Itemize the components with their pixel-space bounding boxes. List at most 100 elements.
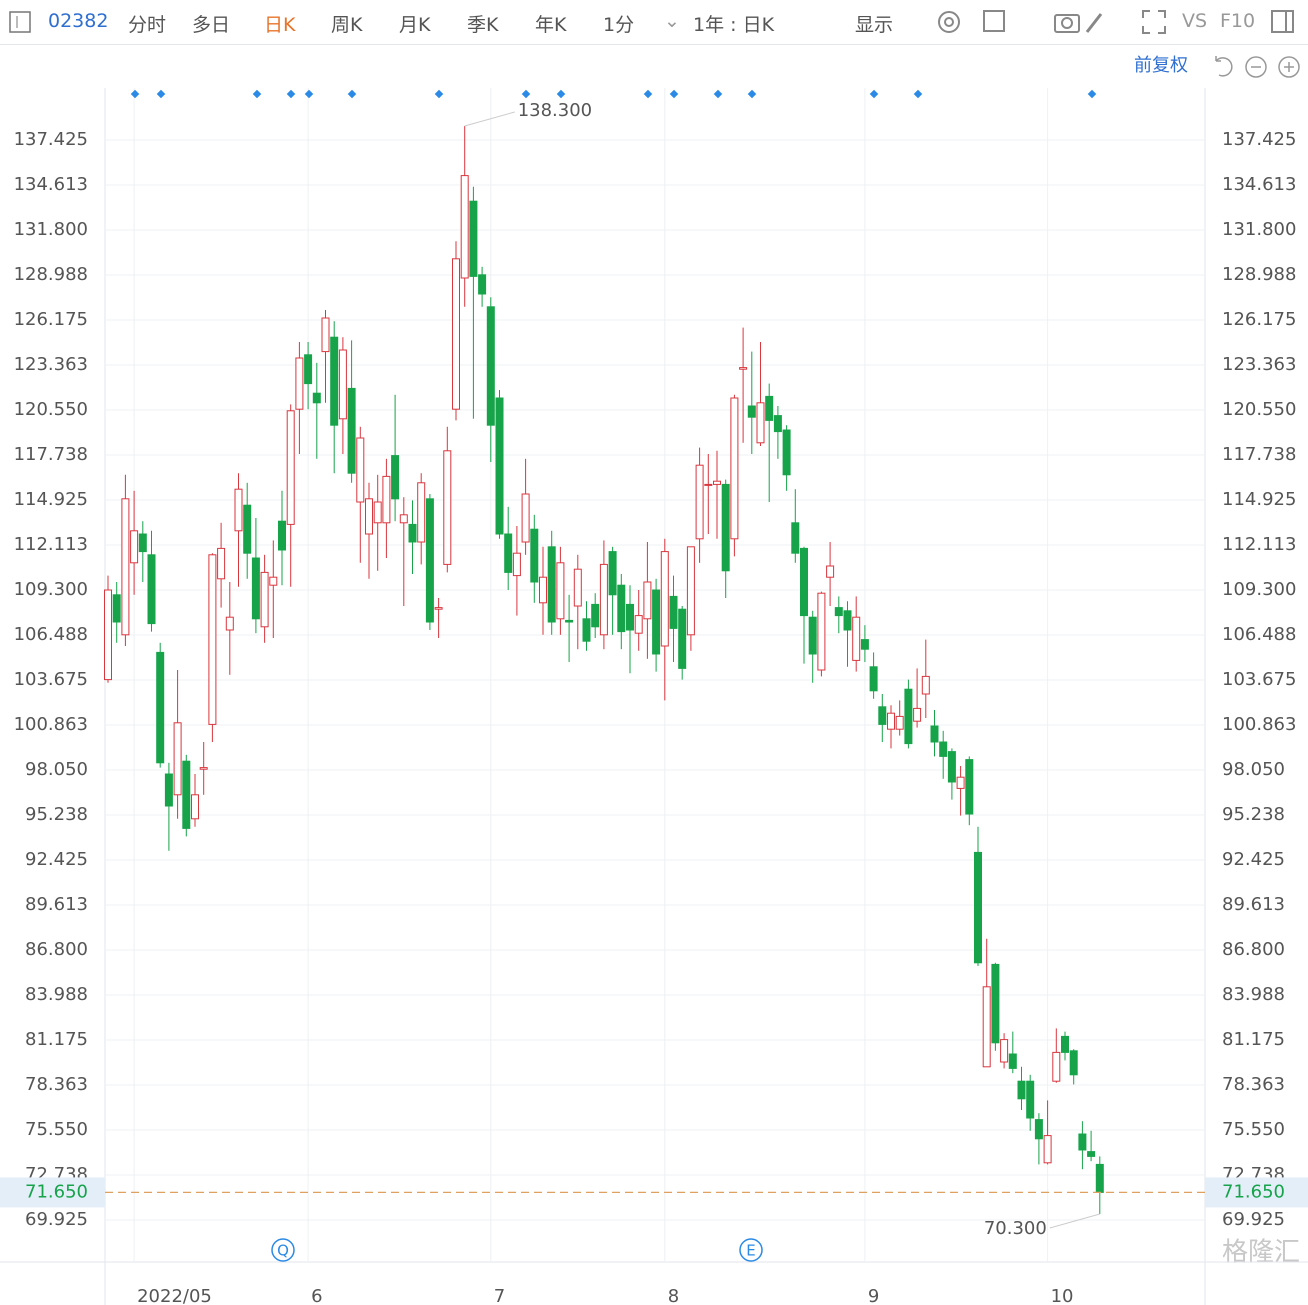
candle-body bbox=[991, 963, 1000, 1044]
candle-body bbox=[678, 608, 687, 669]
event-marker[interactable] bbox=[556, 89, 566, 99]
range-select[interactable]: 1年 : 日K bbox=[693, 14, 775, 36]
event-marker[interactable] bbox=[521, 89, 531, 99]
event-marker[interactable] bbox=[669, 89, 679, 99]
y-tick-label: 120.550 bbox=[14, 399, 88, 420]
candle-body bbox=[869, 666, 878, 692]
y-tick-label-right: 75.550 bbox=[1222, 1119, 1285, 1140]
candle-body bbox=[1078, 1133, 1087, 1151]
tab[interactable]: 1分 bbox=[603, 14, 635, 36]
settings-icon[interactable] bbox=[938, 11, 960, 33]
y-tick-label-right: 131.800 bbox=[1222, 219, 1296, 240]
pen-icon[interactable] bbox=[1085, 13, 1103, 33]
y-tick-label: 128.988 bbox=[14, 264, 88, 285]
candle-body bbox=[878, 706, 887, 725]
event-marker[interactable] bbox=[913, 89, 923, 99]
candle-body bbox=[617, 584, 626, 633]
tab[interactable]: 分时 bbox=[128, 14, 167, 36]
event-marker[interactable] bbox=[434, 89, 444, 99]
candle-body bbox=[373, 501, 382, 524]
vs-button[interactable]: VS bbox=[1182, 10, 1208, 32]
event-marker[interactable] bbox=[869, 89, 879, 99]
candle-body bbox=[1017, 1080, 1026, 1100]
y-tick-label-right: 81.175 bbox=[1222, 1029, 1285, 1050]
candle-body bbox=[208, 554, 217, 725]
tab[interactable]: 多日 bbox=[192, 14, 231, 36]
candle-body bbox=[1052, 1051, 1061, 1082]
stock-code[interactable]: 02382 bbox=[48, 10, 109, 32]
tab[interactable]: 季K bbox=[467, 14, 499, 36]
candle-body bbox=[138, 533, 147, 553]
y-tick-label: 78.363 bbox=[25, 1074, 88, 1095]
candle-body bbox=[269, 576, 278, 586]
f10-button[interactable]: F10 bbox=[1220, 10, 1256, 32]
event-marker[interactable] bbox=[713, 89, 723, 99]
candle-body bbox=[338, 349, 347, 420]
event-marker[interactable] bbox=[747, 89, 757, 99]
candle-body bbox=[608, 551, 617, 596]
event-marker[interactable] bbox=[286, 89, 296, 99]
candle-body bbox=[556, 562, 565, 620]
candle-body bbox=[286, 410, 295, 525]
display-menu[interactable]: 显示 bbox=[855, 14, 894, 36]
y-tick-label-right: 103.675 bbox=[1222, 669, 1296, 690]
settings-icon-core bbox=[944, 17, 954, 27]
event-marker[interactable] bbox=[304, 89, 314, 99]
y-tick-label: 89.613 bbox=[25, 894, 88, 915]
y-tick-label: 98.050 bbox=[25, 759, 88, 780]
tool-icons bbox=[938, 10, 1103, 33]
y-tick-label-right: 78.363 bbox=[1222, 1074, 1285, 1095]
camera-icon[interactable] bbox=[1054, 14, 1080, 33]
y-tick-label-right: 123.363 bbox=[1222, 354, 1296, 375]
y-tick-label: 83.988 bbox=[25, 984, 88, 1005]
candle-body bbox=[1008, 1053, 1017, 1069]
zoom-out[interactable] bbox=[1245, 56, 1267, 78]
candle-body bbox=[321, 317, 330, 353]
y-tick-label-right: 109.300 bbox=[1222, 579, 1296, 600]
fullscreen-icon[interactable] bbox=[1140, 8, 1168, 36]
event-badge[interactable] bbox=[739, 1238, 763, 1262]
candle-body bbox=[1069, 1050, 1078, 1076]
candle-body bbox=[939, 741, 948, 757]
layout-icon[interactable] bbox=[983, 10, 1005, 32]
candle-body bbox=[773, 415, 782, 433]
sidebar-icon[interactable] bbox=[1270, 9, 1296, 35]
y-tick-label-right: 95.238 bbox=[1222, 804, 1285, 825]
candle-body bbox=[843, 610, 852, 631]
y-tick-label-right: 134.613 bbox=[1222, 174, 1296, 195]
candle-body bbox=[460, 175, 469, 279]
camera-lens bbox=[1061, 17, 1073, 29]
max-annotation: 138.300 bbox=[518, 100, 592, 121]
event-marker[interactable] bbox=[347, 89, 357, 99]
candle-body bbox=[930, 725, 939, 743]
y-tick-label-right: 69.925 bbox=[1222, 1209, 1285, 1230]
event-marker[interactable] bbox=[252, 89, 262, 99]
candle-body bbox=[817, 592, 826, 671]
tab[interactable]: 月K bbox=[399, 14, 431, 36]
tab[interactable]: 年K bbox=[535, 14, 567, 36]
candle-body bbox=[391, 455, 400, 500]
candle-body bbox=[312, 392, 321, 404]
tab[interactable]: 周K bbox=[331, 14, 363, 36]
adjust-mode[interactable]: 前复权 bbox=[1134, 55, 1188, 76]
event-marker[interactable] bbox=[130, 89, 140, 99]
annotation-leader bbox=[464, 111, 515, 127]
candle-body bbox=[417, 482, 426, 543]
zoom-in[interactable] bbox=[1278, 56, 1300, 78]
tab[interactable]: 日K bbox=[264, 14, 296, 36]
y-tick-label: 112.113 bbox=[14, 534, 88, 555]
candle-body bbox=[173, 722, 182, 796]
dropdown-arrow[interactable]: ⌄ bbox=[664, 10, 680, 32]
event-marker[interactable] bbox=[1087, 89, 1097, 99]
price-tag-bg bbox=[0, 1177, 105, 1208]
panel-icon[interactable] bbox=[8, 10, 32, 34]
event-badge[interactable] bbox=[271, 1238, 295, 1262]
candle-body bbox=[565, 619, 574, 623]
event-marker[interactable] bbox=[643, 89, 653, 99]
reset-icon[interactable] bbox=[1215, 56, 1233, 77]
candle-body bbox=[921, 675, 930, 695]
candle-body bbox=[408, 523, 417, 543]
candle-body bbox=[191, 794, 199, 820]
candle-body bbox=[686, 546, 695, 636]
event-marker[interactable] bbox=[156, 89, 166, 99]
